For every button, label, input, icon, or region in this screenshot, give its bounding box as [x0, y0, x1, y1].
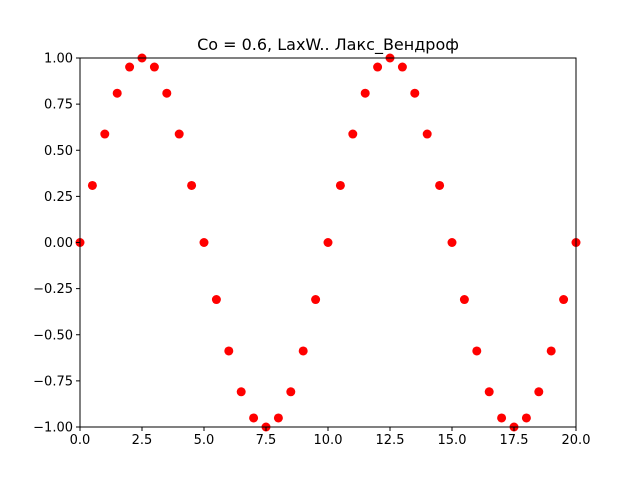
- data-point: [472, 346, 482, 356]
- data-point: [162, 88, 172, 98]
- y-tick-label: −0.75: [33, 374, 73, 389]
- data-point: [397, 62, 407, 72]
- x-tick-label: 15.0: [438, 433, 467, 448]
- data-point: [112, 88, 122, 98]
- data-point: [286, 387, 296, 397]
- y-tick-label: 0.75: [44, 98, 73, 113]
- y-tick-label: −1.00: [33, 421, 73, 436]
- x-tick-label: 12.5: [376, 433, 405, 448]
- data-point: [199, 238, 209, 247]
- data-points: [75, 53, 581, 432]
- x-tick-label: 17.5: [500, 433, 529, 448]
- data-point: [459, 295, 469, 305]
- x-tick-label: 7.5: [256, 433, 277, 448]
- data-point: [534, 387, 544, 397]
- y-tick-label: 0.00: [44, 236, 73, 251]
- data-point: [546, 346, 556, 356]
- data-point: [447, 238, 457, 247]
- axis-ticks: 0.0 2.5 5.0 7.5 10.0 12.5 15.0 17.5 20.0 1.00 0.75…: [33, 52, 590, 449]
- data-point: [125, 62, 135, 72]
- data-point: [323, 238, 333, 247]
- y-tick-label: −0.25: [33, 282, 73, 297]
- data-point: [335, 180, 345, 190]
- data-point: [174, 129, 184, 139]
- x-tick-label: 10.0: [314, 433, 343, 448]
- data-point: [521, 413, 531, 423]
- data-point: [100, 129, 110, 139]
- y-tick-label: 0.50: [44, 144, 73, 159]
- x-tick-label: 0.0: [70, 433, 91, 448]
- data-point: [435, 180, 445, 190]
- data-point: [559, 295, 569, 305]
- y-tick-label: 0.25: [44, 190, 73, 205]
- data-point: [87, 180, 97, 190]
- x-tick-label: 5.0: [194, 433, 215, 448]
- data-point: [373, 62, 383, 72]
- data-point: [311, 295, 321, 305]
- data-point: [224, 346, 234, 356]
- y-tick-label: −0.50: [33, 328, 73, 343]
- data-point: [484, 387, 494, 397]
- data-point: [273, 413, 283, 423]
- data-point: [348, 129, 358, 139]
- data-point: [236, 387, 246, 397]
- data-point: [149, 62, 159, 72]
- data-point: [249, 413, 259, 423]
- plot-frame: [79, 57, 577, 428]
- data-point: [187, 180, 197, 190]
- x-tick-label: 2.5: [132, 433, 153, 448]
- y-tick-label: 1.00: [44, 52, 73, 67]
- data-point: [422, 129, 432, 139]
- data-point: [410, 88, 420, 98]
- chart-title: Co = 0.6, LaxW.. Лакс_Вендроф: [197, 35, 459, 55]
- data-point: [360, 88, 370, 98]
- data-point: [497, 413, 507, 423]
- data-point: [298, 346, 308, 356]
- data-point: [211, 295, 221, 305]
- x-tick-label: 20.0: [562, 433, 591, 448]
